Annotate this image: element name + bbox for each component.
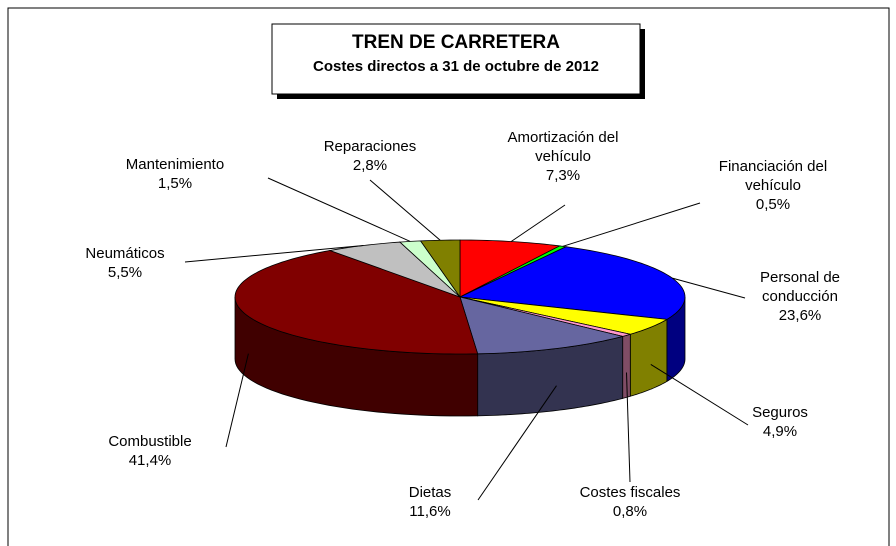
leader-line — [626, 372, 631, 483]
category-label: Reparaciones — [323, 138, 417, 155]
slice — [459, 296, 623, 355]
leader-line — [650, 363, 749, 426]
leader-line — [672, 277, 746, 299]
value-label: 41,4% — [128, 452, 172, 469]
value-label: 7,3% — [545, 167, 581, 184]
data-label: Combustible 41,4% — [75, 432, 225, 470]
title-box — [271, 23, 641, 95]
data-label: Financiación del vehículo 0,5% — [698, 157, 848, 214]
value-label: 0,5% — [755, 196, 791, 213]
slice — [458, 246, 686, 320]
slice — [419, 239, 461, 299]
category-label: Dietas — [408, 484, 452, 501]
data-label: Mantenimiento 1,5% — [100, 155, 250, 193]
category-label: Seguros — [752, 404, 808, 421]
leader-line — [510, 204, 566, 242]
category-label: Costes fiscales — [579, 484, 681, 501]
slice — [234, 250, 479, 355]
chart-subtitle: Costes directos a 31 de octubre de 2012 — [313, 58, 599, 75]
category-label: Personal de conducción — [759, 269, 841, 305]
slice — [459, 239, 562, 298]
slice-side — [622, 333, 631, 399]
leader-line — [369, 179, 441, 241]
data-label: Neumáticos 5,5% — [50, 244, 200, 282]
data-label: Seguros 4,9% — [705, 403, 855, 441]
value-label: 1,5% — [157, 175, 193, 192]
leader-line — [184, 245, 364, 263]
chart-title: TREN DE CARRETERA — [352, 32, 560, 53]
title-block: TREN DE CARRETERA Costes directos a 31 d… — [272, 30, 640, 78]
leader-line — [562, 202, 701, 247]
category-label: Financiación del vehículo — [718, 158, 828, 194]
leader-line — [225, 353, 249, 448]
value-label: 11,6% — [409, 503, 451, 520]
leader-line — [477, 385, 557, 501]
slice — [459, 296, 669, 335]
value-label: 5,5% — [107, 264, 143, 281]
value-label: 0,8% — [612, 503, 648, 520]
category-label: Neumáticos — [85, 245, 165, 262]
category-label: Combustible — [108, 433, 192, 450]
value-label: 4,9% — [762, 423, 798, 440]
chart-border — [7, 7, 890, 546]
category-label: Amortización del vehículo — [507, 129, 619, 165]
data-label: Amortización del vehículo 7,3% — [488, 128, 638, 185]
category-label: Mantenimiento — [125, 156, 225, 173]
data-label: Dietas 11,6% — [355, 483, 505, 521]
leader-line — [267, 177, 411, 242]
data-label: Costes fiscales 0,8% — [555, 483, 705, 521]
data-label: Reparaciones 2,8% — [295, 137, 445, 175]
data-label: Personal de conducción 23,6% — [725, 268, 875, 325]
value-label: 2,8% — [352, 157, 388, 174]
value-label: 23,6% — [778, 307, 822, 324]
